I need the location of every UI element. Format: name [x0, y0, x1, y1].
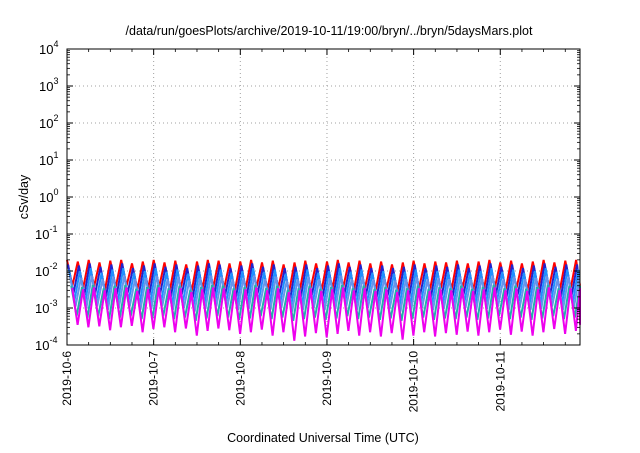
- series-line: [66, 259, 581, 293]
- chart-title: /data/run/goesPlots/archive/2019-10-11/1…: [126, 24, 533, 38]
- y-tick-exponent: -4: [49, 335, 57, 345]
- y-tick-exponent: 3: [53, 76, 58, 86]
- x-tick-label: 2019-10-7: [147, 351, 161, 406]
- y-tick-base: 10: [35, 301, 49, 316]
- x-axis-title: Coordinated Universal Time (UTC): [227, 431, 419, 445]
- y-tick-exponent: -1: [49, 224, 57, 234]
- series-line: [70, 284, 581, 321]
- y-tick-base: 10: [39, 79, 53, 94]
- y-tick-base: 10: [35, 227, 49, 242]
- y-tick-base: 10: [39, 42, 53, 57]
- x-tick-label: 2019-10-10: [407, 351, 421, 413]
- y-tick-label: 10-1: [35, 224, 57, 242]
- y-tick-label: 10-2: [35, 261, 57, 279]
- y-axis-title: cSv/day: [17, 174, 31, 219]
- x-axis-ticks: 2019-10-6 2019-10-7 2019-10-8 2019-10-9 2019…: [60, 49, 566, 413]
- data-series-group: [66, 259, 581, 341]
- x-tick-label: 2019-10-8: [233, 351, 247, 406]
- y-tick-label: 104: [39, 39, 58, 57]
- y-tick-label: 102: [39, 113, 58, 131]
- y-tick-label: 103: [39, 76, 58, 94]
- y-tick-exponent: 2: [53, 113, 58, 123]
- y-tick-exponent: -3: [49, 298, 57, 308]
- y-tick-label: 10-3: [35, 298, 57, 316]
- y-tick-base: 10: [35, 338, 49, 353]
- y-tick-label: 10-4: [35, 335, 57, 353]
- y-tick-exponent: 4: [53, 39, 58, 49]
- y-tick-base: 10: [39, 190, 53, 205]
- x-tick-label: 2019-10-11: [493, 351, 507, 412]
- y-tick-base: 10: [39, 116, 53, 131]
- series-line: [71, 287, 581, 341]
- y-tick-exponent: 0: [53, 187, 58, 197]
- y-tick-base: 10: [35, 264, 49, 279]
- y-tick-exponent: 1: [53, 150, 58, 160]
- y-tick-exponent: -2: [49, 261, 57, 271]
- series-line: [67, 263, 581, 300]
- x-tick-label: 2019-10-6: [60, 351, 74, 406]
- y-tick-base: 10: [39, 153, 53, 168]
- series-line: [69, 275, 581, 312]
- x-tick-label: 2019-10-9: [320, 351, 334, 406]
- y-tick-label: 100: [39, 187, 58, 205]
- series-line: [68, 267, 581, 307]
- y-tick-label: 101: [39, 150, 58, 168]
